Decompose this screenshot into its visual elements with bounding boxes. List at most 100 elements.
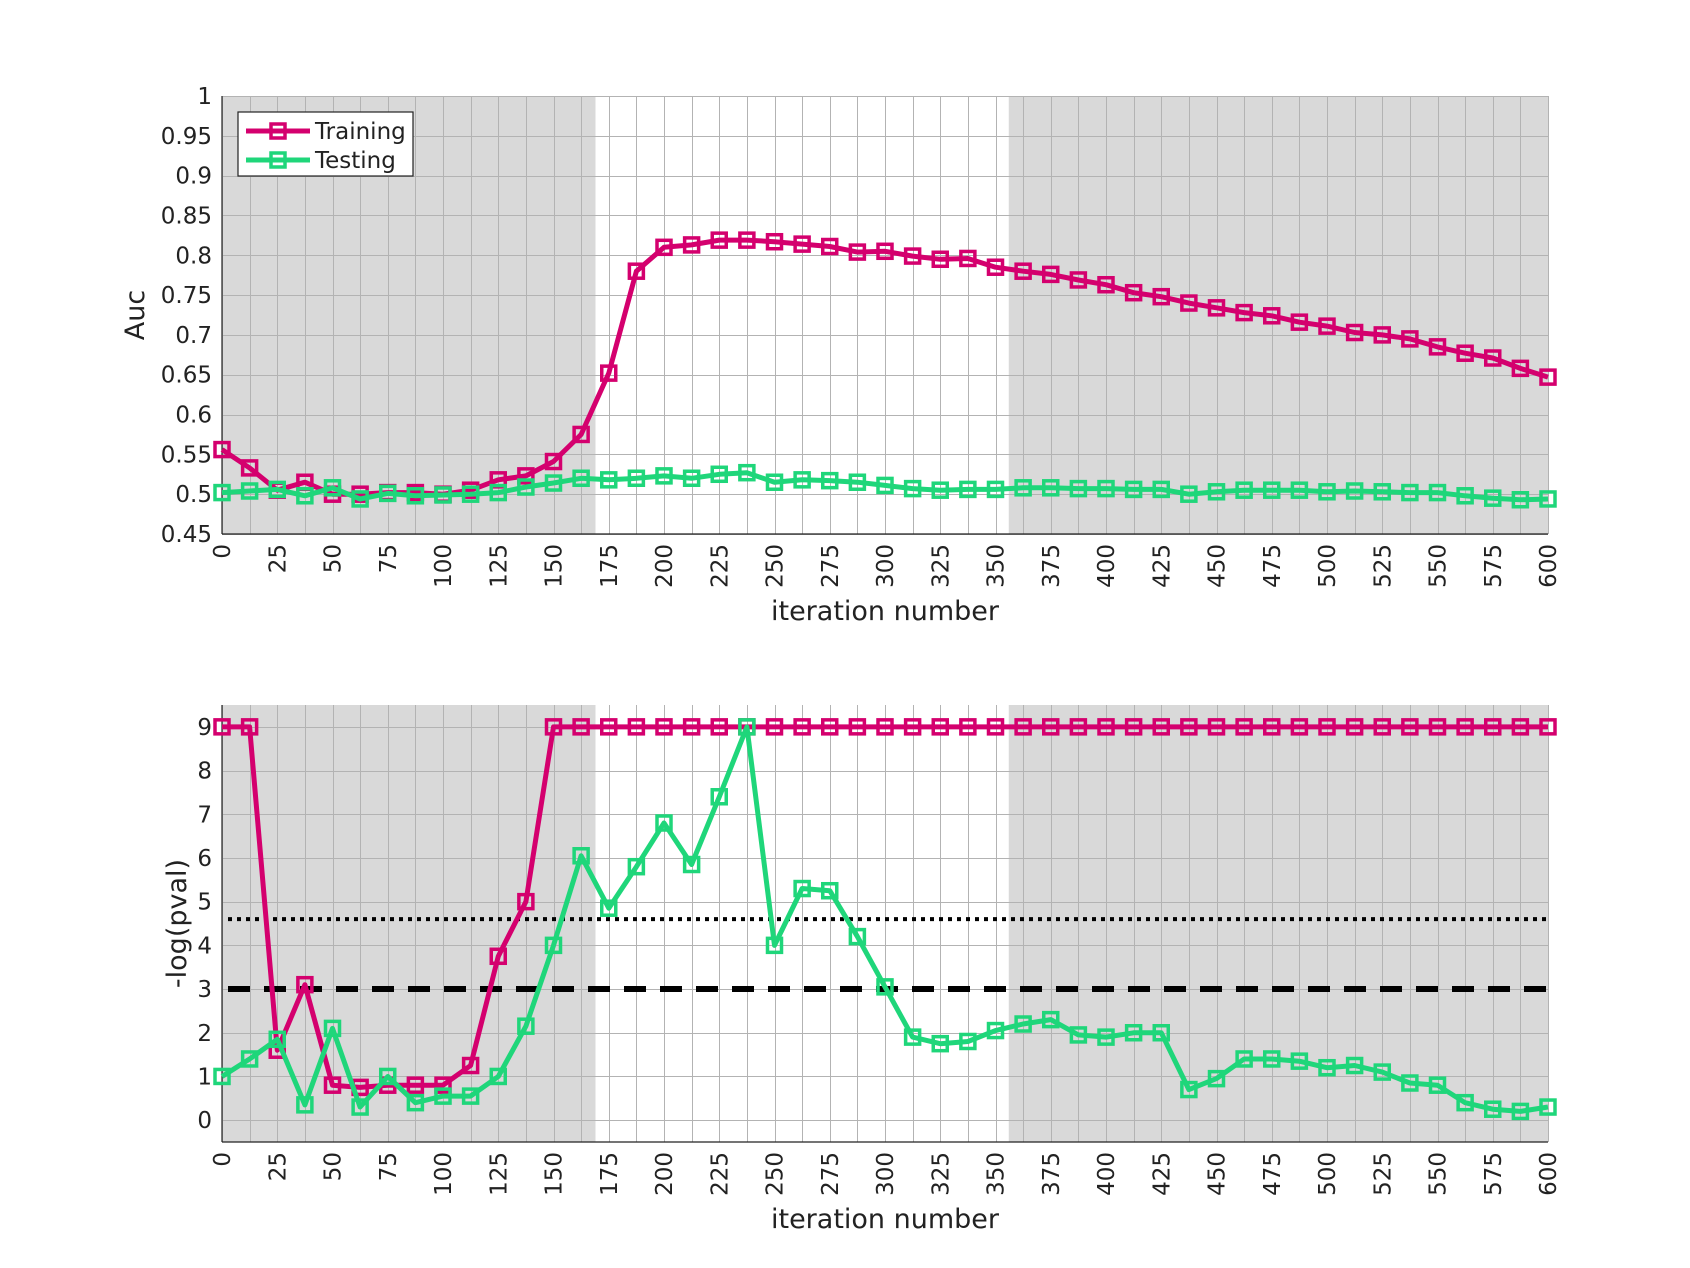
pval-testing-point (1014, 1015, 1032, 1033)
legend-box (237, 111, 414, 177)
auc-training-point (1345, 323, 1364, 342)
auc-training-point (682, 236, 701, 254)
auc-testing-point (627, 469, 646, 488)
pval-training-point (1401, 718, 1419, 736)
auc-training-point (986, 258, 1005, 276)
pval-testing-point (213, 1067, 231, 1086)
pval-testing-point (268, 1030, 286, 1049)
auc-x-tick-label: 275 (818, 544, 844, 588)
pval-testing-point (738, 718, 756, 736)
auc-training-point (821, 237, 839, 256)
auc-chart: 0.45 0.5 0.55 0.6 0.65 0.7 0.75 0.8 0.85 0.9 0.95 1… (120, 84, 1562, 627)
pval-testing-point (986, 1021, 1005, 1040)
auc-training-point (1235, 303, 1253, 322)
auc-testing-point (1180, 485, 1198, 503)
auc-x-tick-label: 525 (1370, 544, 1396, 588)
auc-x-tick-label: 475 (1260, 544, 1286, 588)
pval-testing-point (517, 1017, 535, 1035)
pval-y-tick-label: 7 (197, 802, 212, 828)
auc-training-point (1456, 344, 1474, 362)
auc-testing-point (848, 473, 867, 491)
pval-testing-point (461, 1087, 480, 1105)
pval-testing-point (1345, 1056, 1364, 1075)
auc-x-tick-label: 225 (707, 544, 733, 588)
auc-y-tick-label: 0.6 (175, 403, 212, 429)
auc-x-tick-label: 175 (597, 544, 623, 588)
auc-training-point (1124, 283, 1143, 302)
pval-x-tick-label: 600 (1536, 1152, 1562, 1196)
pval-testing-point (323, 1019, 342, 1038)
pval-training-point (600, 718, 618, 736)
auc-training-point (627, 262, 646, 280)
auc-training-point (765, 232, 784, 251)
auc-y-tick-label: 1 (197, 84, 212, 110)
pval-testing-line (220, 724, 1549, 1114)
auc-training-point (1484, 349, 1502, 367)
pval-testing-point (1235, 1050, 1253, 1068)
pval-training-point (323, 1076, 342, 1094)
pval-training-point (793, 718, 811, 736)
auc-training-point (655, 238, 673, 257)
pval-training-point (1180, 718, 1198, 736)
auc-training-point (959, 249, 977, 268)
pval-y-tick-label: 2 (197, 1021, 212, 1047)
pval-testing-point (1207, 1069, 1226, 1088)
auc-testing-point (600, 471, 618, 489)
auc-testing-point (379, 484, 397, 503)
auc-x-tick-label: 75 (376, 544, 402, 573)
pval-testing-point (379, 1067, 397, 1086)
auc-testing-point (1428, 483, 1447, 502)
pval-x-tick-label: 475 (1260, 1152, 1286, 1196)
pval-x-tick-label: 525 (1370, 1152, 1396, 1196)
auc-x-tick-label: 325 (928, 544, 954, 588)
auc-training-point (572, 425, 590, 444)
pval-x-tick-label: 300 (873, 1152, 899, 1196)
pval-training-point (544, 718, 563, 736)
pval-training-point (655, 718, 673, 736)
pval-testing-point (710, 788, 728, 806)
auc-x-tick-label: 125 (486, 544, 512, 588)
auc-testing-point (655, 467, 673, 485)
auc-training-point (1373, 326, 1391, 344)
pval-training-point (1263, 718, 1281, 736)
pval-x-tick-label: 400 (1094, 1152, 1120, 1196)
auc-testing-point (710, 465, 728, 484)
auc-testing-point (213, 483, 231, 502)
auc-testing-point (268, 480, 286, 499)
pval-x-tick-label: 450 (1205, 1152, 1231, 1196)
pval-testing-point (627, 857, 646, 876)
auc-testing-point (1069, 479, 1088, 498)
pval-x-tick-label: 350 (984, 1152, 1010, 1196)
pval-testing-point (1401, 1074, 1419, 1092)
auc-training-point (1290, 313, 1309, 331)
auc-x-tick-label: 0 (210, 544, 236, 559)
pval-testing-point (1124, 1024, 1143, 1042)
pval-testing-point (1263, 1050, 1281, 1068)
auc-training-point (1152, 287, 1170, 306)
auc-y-tick-label: 0.8 (175, 243, 212, 269)
auc-testing-point (296, 487, 314, 505)
auc-testing-point (1124, 480, 1143, 499)
pval-testing-point (765, 936, 784, 955)
auc-testing-point (1235, 481, 1253, 499)
pval-training-point (959, 718, 977, 736)
pval-shaded-region (222, 705, 596, 1142)
auc-testing-line (221, 470, 1549, 503)
auc-testing-point (1539, 490, 1557, 508)
auc-testing-point (1014, 479, 1032, 497)
pval-training-point (1290, 718, 1309, 736)
pval-testing-point (655, 814, 673, 832)
pval-y-tick-label: 8 (197, 759, 212, 785)
auc-testing-point (461, 485, 480, 503)
auc-training-point (1042, 265, 1060, 284)
auc-x-tick-label: 500 (1315, 544, 1341, 588)
auc-y-tick-label: 0.95 (161, 124, 212, 150)
pval-x-tick-label: 150 (542, 1152, 568, 1196)
pval-training-point (1097, 718, 1115, 736)
auc-testing-point (517, 478, 535, 496)
pval-testing-point (572, 847, 590, 865)
auc-training-point (931, 250, 949, 269)
auc-x-tick-label: 450 (1205, 544, 1231, 588)
auc-training-point (876, 242, 894, 261)
pval-testing-point (351, 1098, 369, 1116)
